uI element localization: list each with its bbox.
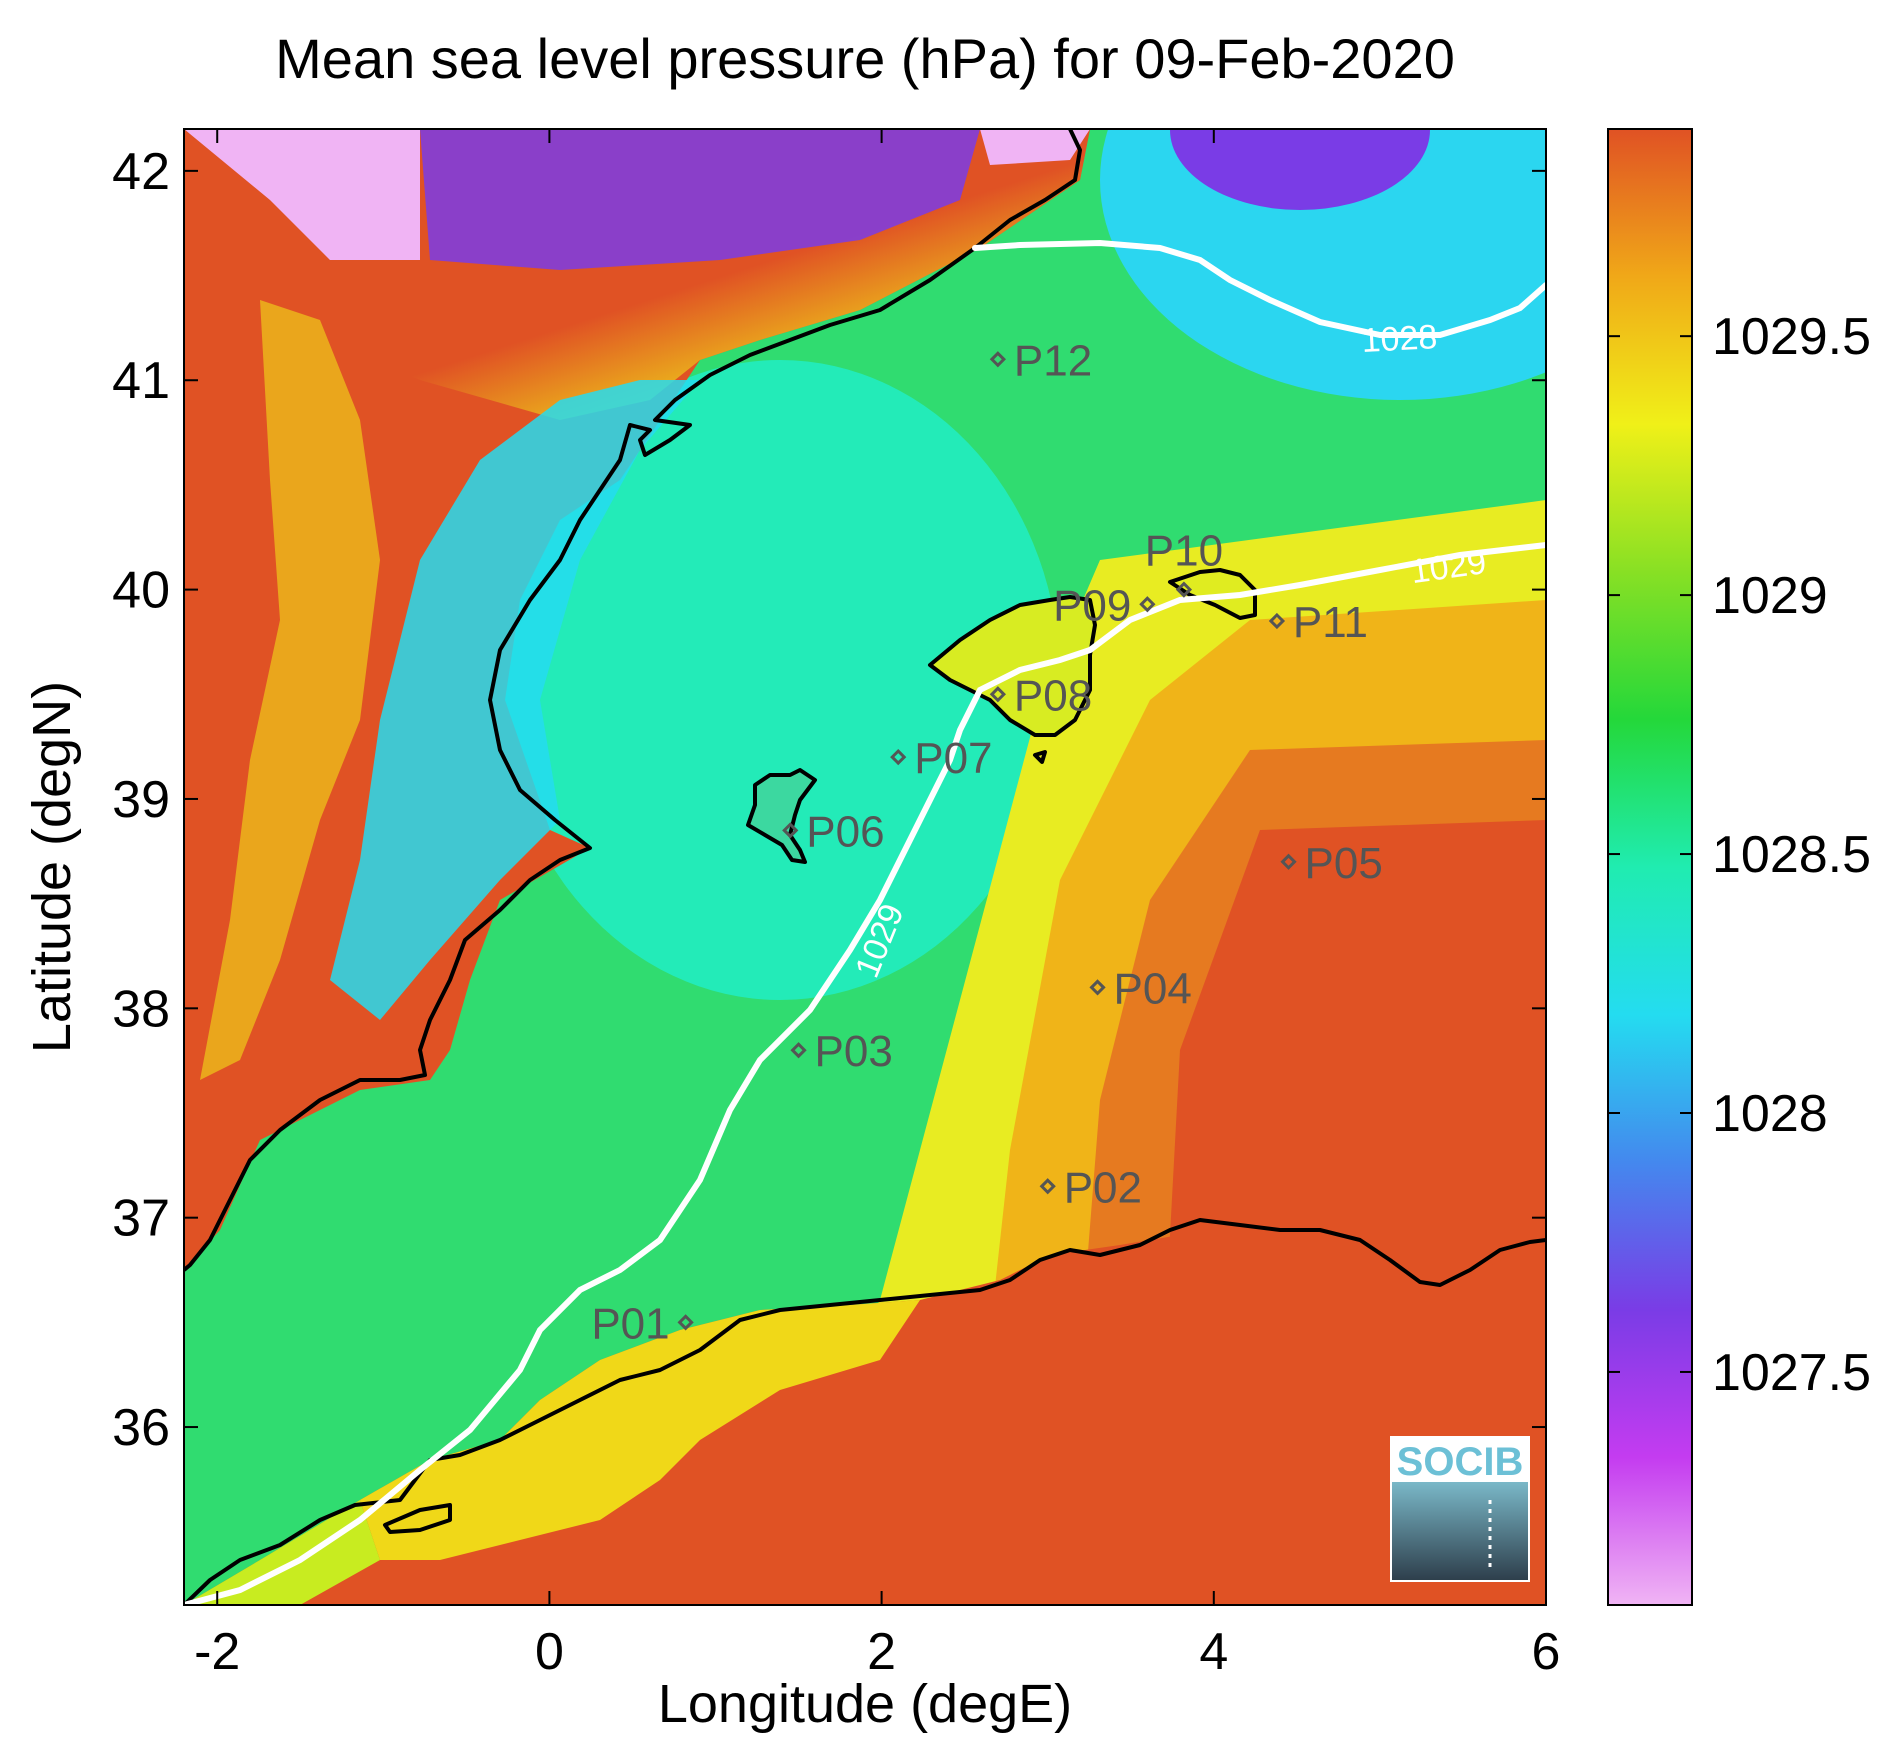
- colorbar-tick-label: 1028.5: [1712, 826, 1871, 884]
- station-marker: [1175, 581, 1193, 598]
- station-marker: [1039, 1178, 1056, 1195]
- socib-logo: SOCIB: [1390, 1436, 1530, 1582]
- x-tick-label: 4: [1199, 1623, 1228, 1681]
- colorbar-ticks: 1027.5 1028 1028.5 1029 1029.5: [1608, 308, 1871, 1402]
- station-label: P12: [1014, 336, 1092, 385]
- station-marker: [989, 351, 1007, 368]
- y-tick-label: 41: [112, 352, 170, 410]
- y-tick-label: 42: [112, 143, 170, 201]
- station-marker: [1268, 612, 1286, 630]
- y-tick-label: 39: [112, 771, 170, 829]
- colorbar-tick-label: 1027.5: [1712, 1344, 1871, 1402]
- station-label: P11: [1293, 598, 1368, 647]
- map-panel: 1029 1029 1028 P01P02P03P04P05P06P07P08P…: [184, 129, 1546, 1605]
- colorbar-tick-label: 1028: [1712, 1085, 1828, 1143]
- station-marker: [890, 748, 907, 766]
- colorbar: [1607, 128, 1693, 1606]
- y-tick-label: 37: [112, 1190, 170, 1248]
- y-axis-label: Latitude (degN): [22, 681, 82, 1053]
- station-label: P05: [1305, 839, 1383, 888]
- contour-1028: [972, 239, 1546, 338]
- y-axis-ticks: 36 37 38 39 40 41 42: [112, 143, 1546, 1457]
- station-label: P08: [1014, 671, 1092, 720]
- colorbar-tick-label: 1029.5: [1712, 308, 1871, 366]
- y-tick-label: 40: [112, 562, 170, 620]
- x-axis-label: Longitude (degE): [658, 1674, 1072, 1734]
- contour-lines: [184, 239, 1546, 1605]
- coastline: [184, 129, 1546, 1605]
- colorbar-tick-label: 1029: [1712, 567, 1828, 625]
- station-marker: [677, 1314, 694, 1331]
- y-tick-label: 38: [112, 980, 170, 1038]
- land-africa: [184, 1235, 1546, 1605]
- x-tick-label: 0: [535, 1623, 564, 1681]
- station-marker: [1280, 853, 1297, 870]
- station-marker: [1139, 596, 1156, 613]
- station-label: P06: [806, 807, 884, 856]
- station-label: P04: [1114, 964, 1192, 1013]
- y-tick-label: 36: [112, 1399, 170, 1457]
- station-markers: P01 P02 P03 P04 P05 P06 P07 P08 P09 P10 P11 P12: [591, 336, 1383, 1348]
- map-frame: [183, 128, 1547, 1606]
- station-marker: [1089, 979, 1106, 996]
- station-label: P01: [591, 1299, 669, 1348]
- figure-title: Mean sea level pressure (hPa) for 09-Feb…: [275, 27, 1455, 90]
- x-tick-label: 6: [1532, 1623, 1561, 1681]
- station-marker: [989, 686, 1007, 703]
- station-label: P03: [815, 1027, 893, 1076]
- x-tick-label: -2: [194, 1623, 240, 1681]
- land-iberia: [184, 129, 1090, 1270]
- station-marker: [790, 1042, 807, 1059]
- station-marker: [782, 822, 799, 839]
- station-label: P09: [1053, 581, 1131, 630]
- x-axis-ticks: -2 0 2 4 6: [194, 129, 1560, 1681]
- station-label: P07: [914, 734, 992, 783]
- station-label: P10: [1145, 527, 1223, 576]
- x-tick-label: 2: [867, 1623, 896, 1681]
- socib-logo-text: SOCIB: [1397, 1440, 1524, 1484]
- station-label: P02: [1064, 1163, 1142, 1212]
- balearic-islands: [748, 570, 1255, 862]
- contour-label-1028: 1028: [1361, 318, 1439, 360]
- contour-1029: [184, 542, 1546, 1605]
